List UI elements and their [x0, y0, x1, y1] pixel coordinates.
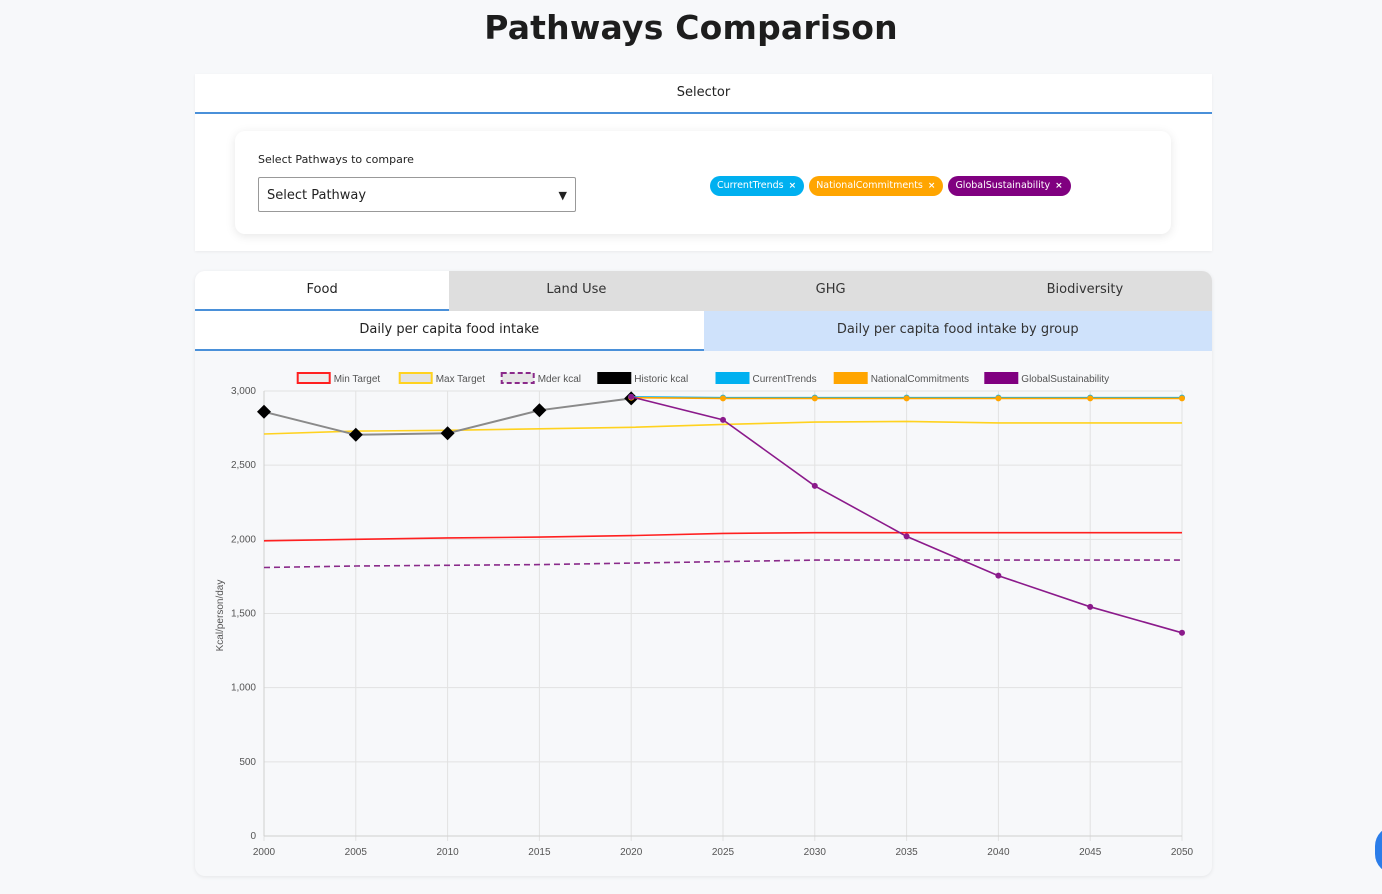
y-tick-label: 0: [250, 831, 256, 842]
remove-icon[interactable]: ×: [927, 181, 936, 191]
tab-land-use[interactable]: Land Use: [449, 271, 704, 311]
data-point: [995, 395, 1002, 402]
legend-label: Min Target: [334, 374, 381, 385]
legend-swatch: [833, 372, 868, 384]
y-axis-label: Kcal/person/day: [215, 580, 226, 652]
x-tick-label: 2010: [436, 847, 459, 858]
legend-label: Max Target: [436, 374, 486, 385]
x-tick-label: 2005: [345, 847, 368, 858]
legend-label: CurrentTrends: [753, 374, 817, 385]
y-tick-label: 1,000: [231, 683, 256, 694]
x-tick-label: 2020: [620, 847, 643, 858]
tag-current-trends: CurrentTrends ×: [710, 176, 805, 196]
tab-daily-food-intake-by-group[interactable]: Daily per capita food intake by group: [703, 311, 1212, 351]
tag-label: NationalCommitments: [816, 180, 923, 191]
tag-global-sustainability: GlobalSustainability ×: [948, 176, 1071, 196]
selector-panel: Selector Select Pathways to compare Sele…: [195, 74, 1212, 251]
x-tick-label: 2040: [987, 847, 1010, 858]
pathway-select[interactable]: Select Pathway ▼: [258, 177, 576, 212]
data-point: [903, 533, 910, 540]
data-point: [1179, 395, 1185, 402]
x-tick-label: 2050: [1171, 847, 1194, 858]
data-point: [1179, 629, 1185, 636]
tab-daily-food-intake[interactable]: Daily per capita food intake: [195, 311, 704, 351]
legend-swatch: [597, 372, 632, 384]
pathway-select-value: Select Pathway: [267, 188, 367, 203]
data-point: [811, 482, 818, 489]
data-point: [720, 416, 726, 423]
legend-label: Historic kcal: [634, 374, 688, 385]
data-point-diamond: [440, 426, 455, 441]
y-tick-label: 3,000: [231, 386, 256, 397]
tab-ghg[interactable]: GHG: [703, 271, 958, 311]
legend-swatch: [398, 372, 433, 384]
tag-label: GlobalSustainability: [955, 180, 1051, 191]
remove-icon[interactable]: ×: [788, 181, 797, 191]
main-tabs: Food Land Use GHG Biodiversity: [195, 271, 1212, 311]
y-tick-label: 2,500: [231, 460, 256, 471]
data-point: [628, 393, 635, 400]
legend-label: NationalCommitments: [871, 374, 969, 385]
data-point: [1087, 603, 1094, 610]
data-point: [995, 572, 1002, 579]
series-line-mder-kcal: [263, 559, 1182, 569]
tab-biodiversity[interactable]: Biodiversity: [957, 271, 1212, 311]
series-line-max-target: [263, 420, 1182, 435]
tab-food[interactable]: Food: [195, 271, 450, 311]
legend-swatch: [500, 372, 535, 384]
legend-label: Mder kcal: [538, 374, 581, 385]
selected-pathways: CurrentTrends × NationalCommitments × Glob…: [710, 176, 1071, 196]
y-tick-label: 2,000: [231, 534, 256, 545]
chevron-down-icon: ▼: [558, 189, 567, 202]
chart-panel: Food Land Use GHG Biodiversity Daily per…: [195, 271, 1212, 876]
x-tick-label: 2045: [1079, 847, 1102, 858]
data-point-diamond: [348, 427, 363, 442]
y-tick-label: 1,500: [231, 609, 256, 620]
help-fab-button[interactable]: [1375, 826, 1382, 874]
x-tick-label: 2000: [253, 847, 276, 858]
sub-tabs: Daily per capita food intake Daily per c…: [195, 311, 1212, 351]
selector-header: Selector: [195, 74, 1212, 114]
data-point-diamond: [257, 404, 271, 419]
data-point: [811, 395, 818, 402]
legend-swatch: [715, 372, 750, 384]
tag-label: CurrentTrends: [717, 180, 784, 191]
series-line-min-target: [263, 531, 1182, 542]
x-tick-label: 2025: [712, 847, 735, 858]
x-tick-label: 2015: [528, 847, 551, 858]
remove-icon[interactable]: ×: [1055, 181, 1063, 191]
data-point-diamond: [532, 403, 547, 418]
data-point: [720, 395, 726, 402]
select-pathways-label: Select Pathways to compare: [258, 153, 414, 166]
food-intake-chart: 0 500 1,000 1,500 2,000 2,500 3,000 2000 2005 201…: [215, 372, 1194, 858]
tag-national-commitments: NationalCommitments ×: [809, 176, 944, 196]
data-point: [1087, 395, 1094, 402]
x-tick-label: 2035: [895, 847, 918, 858]
x-tick-label: 2030: [804, 847, 827, 858]
legend-swatch: [984, 372, 1019, 384]
data-point: [903, 395, 910, 402]
y-tick-label: 500: [239, 757, 256, 768]
page-title: Pathways Comparison: [484, 8, 898, 47]
selector-card: Select Pathways to compare Select Pathwa…: [235, 131, 1171, 234]
legend-label: GlobalSustainability: [1021, 374, 1109, 385]
legend-swatch: [296, 372, 331, 384]
